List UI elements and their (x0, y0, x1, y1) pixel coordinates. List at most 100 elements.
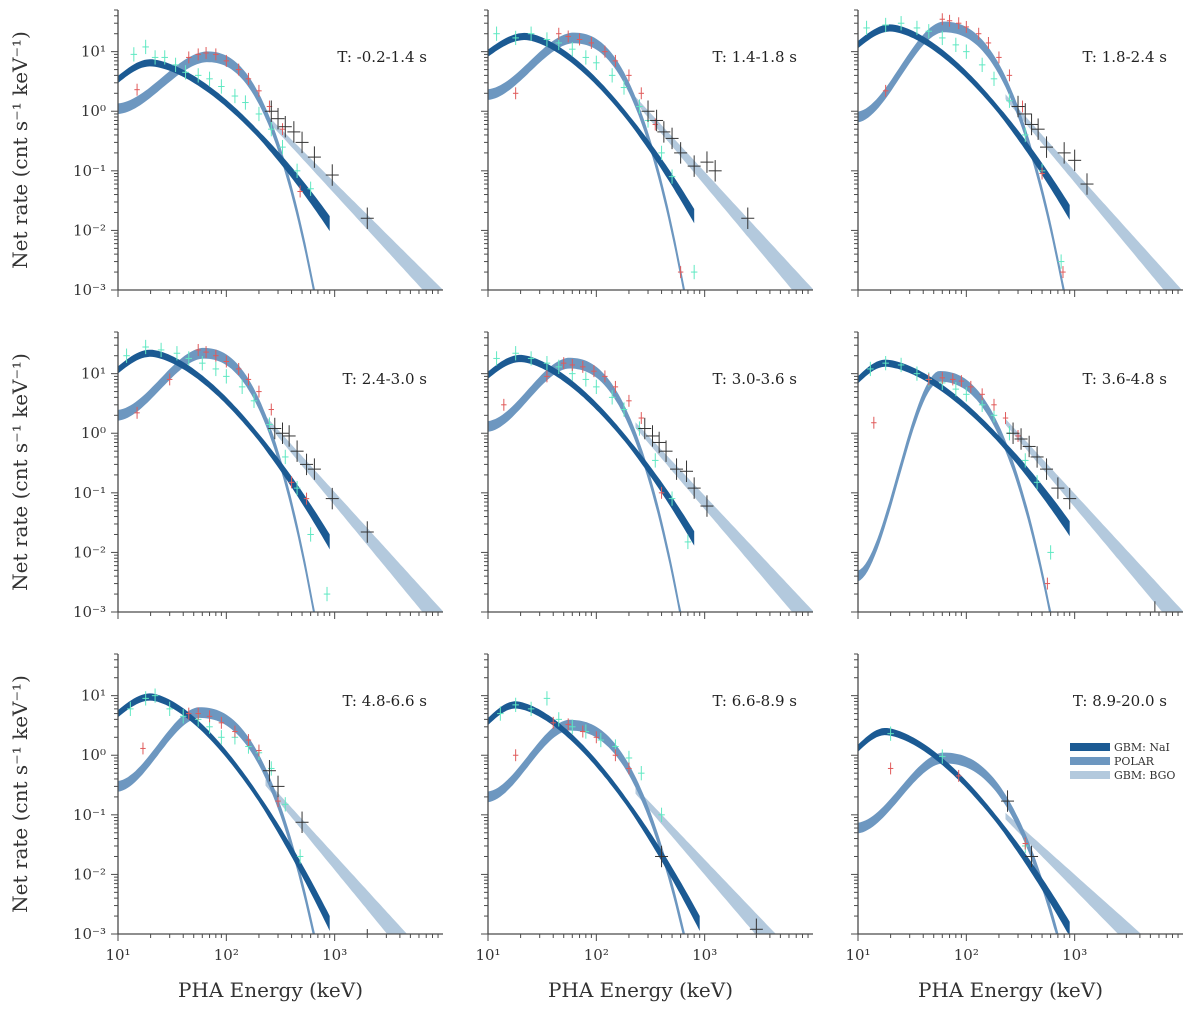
polar-data-point (195, 707, 201, 720)
polar-data-point (223, 355, 230, 368)
polar-data-point (213, 48, 219, 61)
bgo-data-point (1040, 458, 1054, 480)
polar-data-point (166, 373, 173, 386)
polar-data-point (602, 45, 608, 58)
nai-data-point (543, 356, 551, 371)
nai-data-point (555, 359, 563, 375)
nai-data-point (684, 534, 692, 550)
bgo-data-point (680, 460, 694, 482)
nai-data-point (658, 145, 665, 161)
nai-data-point (569, 42, 576, 57)
polar-data-point (235, 362, 242, 375)
bgo-data-point (290, 440, 304, 462)
nai-data-point (182, 65, 189, 80)
nai-data-point (638, 766, 645, 781)
y-axis-title: Net rate (cnt s⁻¹ keV⁻¹) (8, 675, 32, 913)
nai-data-point (242, 95, 249, 110)
nai-data-point (582, 372, 590, 387)
nai-data-point (939, 749, 946, 764)
legend-label: POLAR (1114, 755, 1155, 768)
polar-data-point (996, 51, 1002, 64)
nai-data-point (142, 691, 149, 706)
bgo-data-point (1025, 845, 1039, 868)
nai-model-band (118, 349, 330, 550)
polar-data-point (985, 36, 992, 49)
nai-data-point (1006, 93, 1013, 108)
bgo-data-point (271, 107, 285, 130)
polar-data-point (288, 476, 295, 489)
bgo-data-point (1031, 118, 1045, 140)
nai-data-point (1033, 475, 1041, 490)
bgo-data-point (700, 495, 714, 517)
polar-data-point (279, 123, 286, 136)
time-interval-label: T: 2.4-3.0 s (342, 370, 427, 388)
panel-8: 10¹ 10² 10³ PHA Energy (keV) T: 6.6-8.9 s (475, 653, 813, 1002)
time-interval-label: T: 1.4-1.8 s (712, 48, 797, 66)
nai-data-point (887, 726, 894, 741)
bgo-data-point (325, 164, 339, 186)
bgo-data-point (687, 477, 701, 499)
polar-data-point (512, 87, 519, 100)
bgo-data-point (360, 521, 374, 543)
polar-data-point (979, 388, 985, 401)
x-tick-label: 10² (584, 946, 609, 964)
polar-data-point (946, 14, 953, 27)
x-tick-label: 10¹ (845, 946, 870, 964)
nai-data-point (897, 357, 905, 373)
bgo-model-band (1005, 94, 1182, 290)
nai-data-point (608, 68, 616, 83)
nai-data-point (652, 453, 659, 468)
plot-area (488, 691, 777, 934)
x-tick-label: 10¹ (105, 946, 130, 964)
bgo-data-point (1051, 477, 1065, 499)
legend-swatch (1070, 743, 1110, 751)
nai-data-point (668, 491, 676, 506)
nai-data-point (512, 346, 519, 361)
bgo-data-point (641, 100, 655, 122)
time-interval-label: T: 6.6-8.9 s (712, 692, 797, 710)
nai-data-point (307, 181, 314, 196)
x-axis-title: PHA Energy (keV) (178, 978, 363, 1002)
polar-data-point (955, 769, 962, 782)
nai-data-point (185, 351, 193, 366)
bgo-data-point (1030, 446, 1044, 468)
nai-data-point (620, 80, 628, 95)
nai-data-point (307, 527, 314, 542)
polar-data-point (501, 398, 507, 411)
nai-data-point (952, 381, 960, 397)
polar-data-point (213, 349, 219, 362)
polar-data-point (955, 17, 962, 30)
nai-data-point (527, 701, 535, 717)
nai-data-point (597, 732, 605, 748)
nai-data-point (963, 387, 970, 402)
nai-data-point (913, 366, 921, 381)
x-axis-title: PHA Energy (keV) (918, 978, 1103, 1002)
nai-data-point (636, 99, 643, 114)
nai-data-point (897, 16, 905, 31)
plot-area (118, 39, 443, 290)
nai-data-point (161, 50, 168, 65)
nai-data-point (142, 39, 149, 55)
bgo-model-band (265, 113, 443, 290)
nai-data-point (293, 163, 301, 178)
polar-data-point (195, 343, 201, 356)
bgo-data-point (1080, 173, 1094, 195)
polar-data-point (576, 33, 583, 46)
nai-data-point (223, 369, 230, 384)
nai-data-point (493, 26, 500, 41)
nai-data-point (282, 797, 289, 812)
polar-data-point (232, 725, 238, 738)
polar-data-point (871, 416, 877, 429)
polar-data-point (580, 360, 586, 373)
panel-3: T: 1.8-2.4 s (851, 9, 1183, 297)
bgo-data-point (1068, 149, 1082, 172)
polar-data-point (245, 373, 252, 386)
y-tick-label: 10⁻¹ (73, 162, 106, 180)
panel-4: 10⁻³ 10⁻² 10⁻¹ 10⁰ 10¹ Net rate (cnt s⁻¹ keV⁻… (8, 331, 443, 621)
plot-area (118, 688, 407, 934)
bgo-data-point (300, 453, 314, 476)
nai-data-point (990, 71, 998, 86)
polar-data-point (991, 398, 997, 411)
bgo-data-point (360, 207, 374, 229)
bgo-data-point (1014, 428, 1028, 450)
